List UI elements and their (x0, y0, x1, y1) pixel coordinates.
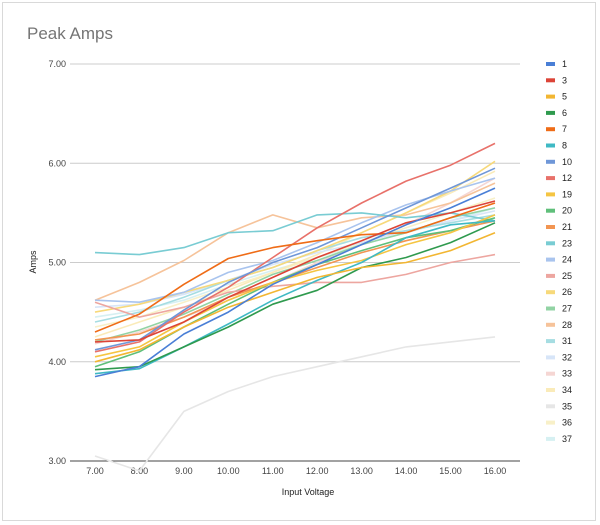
legend-label: 7 (562, 124, 567, 134)
legend-swatch (546, 322, 555, 327)
series-line-3 (94, 200, 496, 343)
y-axis-title: Amps (28, 250, 38, 274)
y-tick-label: 7.00 (48, 59, 66, 69)
legend-swatch (546, 225, 555, 229)
x-tick-label: 9.00 (175, 466, 193, 476)
legend: 1356781012192021232425262728313233343536… (546, 59, 572, 444)
legend-label: 1 (562, 59, 567, 69)
y-tick-label: 4.00 (48, 357, 66, 367)
legend-label: 32 (562, 352, 572, 362)
series-line-28 (94, 182, 496, 301)
legend-label: 28 (562, 320, 572, 330)
legend-swatch (546, 143, 555, 148)
series-line-20 (94, 217, 496, 368)
x-tick-label: 13.00 (350, 466, 373, 476)
legend-label: 24 (562, 255, 572, 265)
legend-swatch (546, 110, 555, 115)
series-line-21 (94, 220, 496, 341)
legend-label: 26 (562, 287, 572, 297)
series-line-23 (94, 212, 496, 256)
legend-label: 25 (562, 271, 572, 281)
legend-label: 12 (562, 173, 572, 183)
x-tick-label: 11.00 (262, 466, 284, 476)
legend-label: 31 (562, 336, 572, 346)
legend-label: 33 (562, 369, 572, 379)
legend-label: 34 (562, 385, 572, 395)
x-tick-label: 7.00 (86, 466, 104, 476)
legend-swatch (546, 257, 555, 262)
x-tick-label: 15.00 (439, 466, 462, 476)
series-line-34 (94, 170, 496, 338)
legend-label: 5 (562, 92, 567, 102)
series-line-1 (94, 187, 496, 378)
series-line-19 (94, 214, 496, 358)
legend-swatch (546, 355, 555, 360)
legend-label: 36 (562, 418, 572, 428)
series-line-7 (94, 202, 496, 333)
legend-swatch (546, 388, 555, 392)
legend-label: 35 (562, 401, 572, 411)
x-axis-title: Input Voltage (282, 487, 335, 497)
legend-swatch (546, 94, 555, 99)
legend-label: 10 (562, 157, 572, 167)
legend-swatch (546, 339, 555, 344)
series-line-6 (94, 222, 496, 371)
y-tick-label: 6.00 (48, 158, 66, 168)
legend-swatch (546, 273, 555, 278)
legend-label: 21 (562, 222, 572, 232)
legend-label: 37 (562, 434, 572, 444)
y-tick-label: 5.00 (48, 258, 66, 268)
gridlines (70, 63, 520, 462)
legend-swatch (546, 436, 555, 441)
legend-swatch (546, 127, 555, 132)
series-line-10 (94, 167, 496, 351)
legend-swatch (546, 159, 555, 164)
legend-swatch (546, 371, 555, 376)
legend-swatch (546, 176, 555, 181)
legend-label: 27 (562, 304, 572, 314)
legend-swatch (546, 78, 555, 83)
legend-swatch (546, 404, 555, 409)
legend-swatch (546, 241, 555, 246)
legend-label: 19 (562, 189, 572, 199)
series-line-5 (94, 231, 496, 363)
legend-swatch (546, 290, 555, 295)
series-line-12 (94, 142, 496, 353)
legend-swatch (546, 62, 555, 66)
x-axis-ticks: 7.00 8.00 9.00 10.00 11.00 12.00 13.00 14.00 15.… (86, 466, 506, 476)
legend-swatch (546, 420, 555, 425)
legend-swatch (546, 192, 555, 197)
series-line-8 (94, 220, 496, 375)
legend-label: 20 (562, 206, 572, 216)
x-tick-label: 16.00 (484, 466, 507, 476)
legend-label: 6 (562, 108, 567, 118)
series-line-36 (94, 197, 496, 328)
series-line-35 (94, 336, 496, 472)
series-lines (94, 142, 496, 472)
legend-label: 23 (562, 238, 572, 248)
x-tick-label: 10.00 (217, 466, 240, 476)
chart-title: Peak Amps (27, 24, 113, 43)
legend-swatch (546, 208, 555, 213)
series-line-33 (94, 177, 496, 345)
x-tick-label: 12.00 (306, 466, 329, 476)
legend-label: 8 (562, 141, 567, 151)
y-axis-ticks: 3.00 4.00 5.00 6.00 7.00 (48, 59, 66, 466)
legend-label: 3 (562, 75, 567, 85)
legend-swatch (546, 306, 555, 311)
y-tick-label: 3.00 (48, 456, 66, 466)
x-tick-label: 14.00 (395, 466, 418, 476)
